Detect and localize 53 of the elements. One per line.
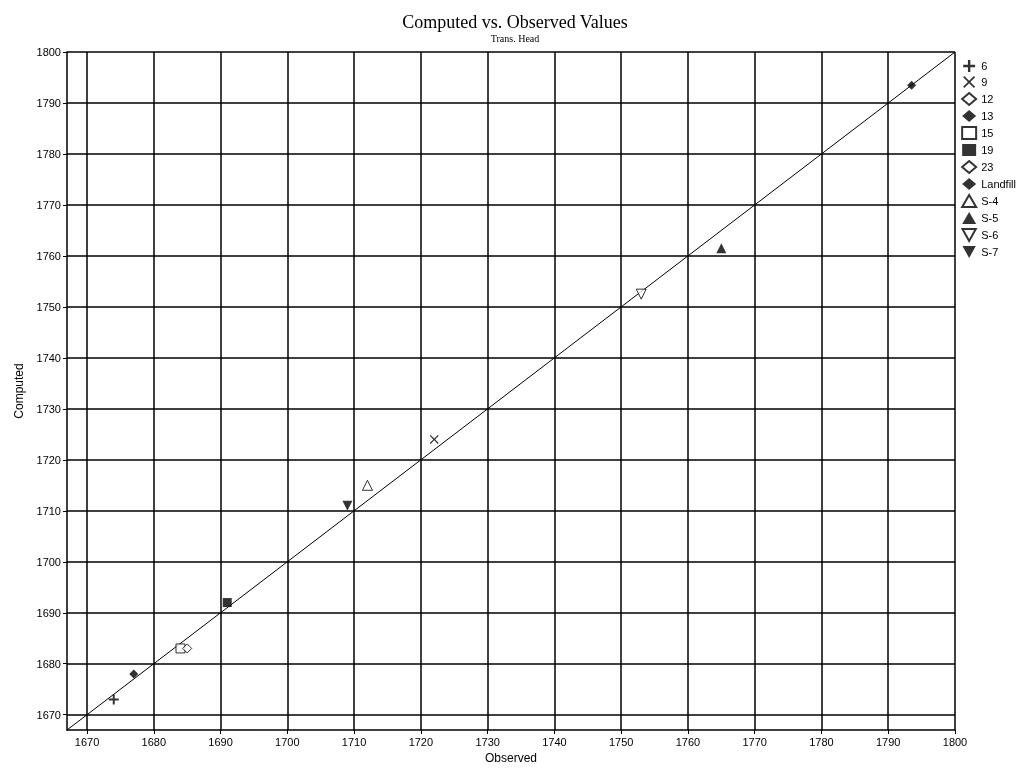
- y-tick-label: 1670: [36, 708, 61, 721]
- x-tick-label: 1790: [875, 735, 901, 748]
- legend-label: S-4: [981, 195, 999, 207]
- legend-label: Landfill: [981, 178, 1016, 190]
- legend-label: 9: [981, 76, 988, 88]
- x-tick-label: 1680: [141, 735, 167, 748]
- point: [907, 80, 917, 90]
- y-axis-title: Computed: [12, 363, 26, 419]
- point: [361, 479, 373, 491]
- y-tick-label: 1780: [36, 147, 61, 160]
- legend-label: 13: [981, 110, 994, 122]
- x-tick-label: 1720: [408, 735, 434, 748]
- point: [716, 243, 727, 254]
- y-tick-label: 1790: [36, 96, 61, 109]
- chart-subtitle: Trans. Head: [490, 32, 540, 44]
- y-tick-label: 1740: [36, 351, 61, 364]
- x-tick-label: 1710: [341, 735, 367, 748]
- point: [429, 434, 439, 444]
- y-tick-label: 1770: [36, 198, 61, 211]
- legend-label: S-5: [981, 212, 999, 224]
- x-tick-label: 1750: [608, 735, 634, 748]
- point: [342, 500, 353, 511]
- y-tick-label: 1680: [36, 657, 61, 670]
- y-tick-label: 1710: [36, 504, 61, 517]
- x-axis-title: Observed: [484, 751, 538, 765]
- point: [635, 288, 647, 300]
- y-tick-label: 1750: [36, 300, 61, 313]
- y-tick-label: 1730: [36, 402, 61, 415]
- x-tick-label: 1770: [742, 735, 767, 748]
- legend-label: 12: [981, 93, 994, 105]
- x-tick-label: 1760: [675, 735, 701, 748]
- x-tick-label: 1780: [809, 735, 834, 748]
- y-tick-label: 1690: [36, 606, 61, 619]
- legend-label: 23: [981, 161, 994, 173]
- x-tick-label: 1700: [275, 735, 300, 748]
- x-tick-label: 1800: [942, 735, 968, 748]
- legend-label: 15: [981, 127, 994, 139]
- x-tick-label: 1730: [475, 735, 500, 748]
- legend-label: 19: [981, 144, 994, 156]
- y-tick-label: 1760: [36, 249, 61, 262]
- y-tick-label: 1800: [36, 46, 61, 58]
- point: [108, 694, 119, 705]
- chart-title: Computed vs. Observed Values: [402, 12, 628, 32]
- y-tick-label: 1720: [36, 453, 61, 466]
- x-tick-label: 1690: [208, 735, 233, 748]
- x-tick-label: 1670: [74, 735, 100, 748]
- legend-label: 6: [981, 60, 988, 72]
- point: [129, 669, 139, 679]
- y-tick-label: 1700: [36, 555, 61, 568]
- legend-label: S-6: [981, 229, 999, 241]
- point: [222, 598, 232, 608]
- legend-label: S-7: [981, 246, 999, 258]
- x-tick-label: 1740: [542, 735, 567, 748]
